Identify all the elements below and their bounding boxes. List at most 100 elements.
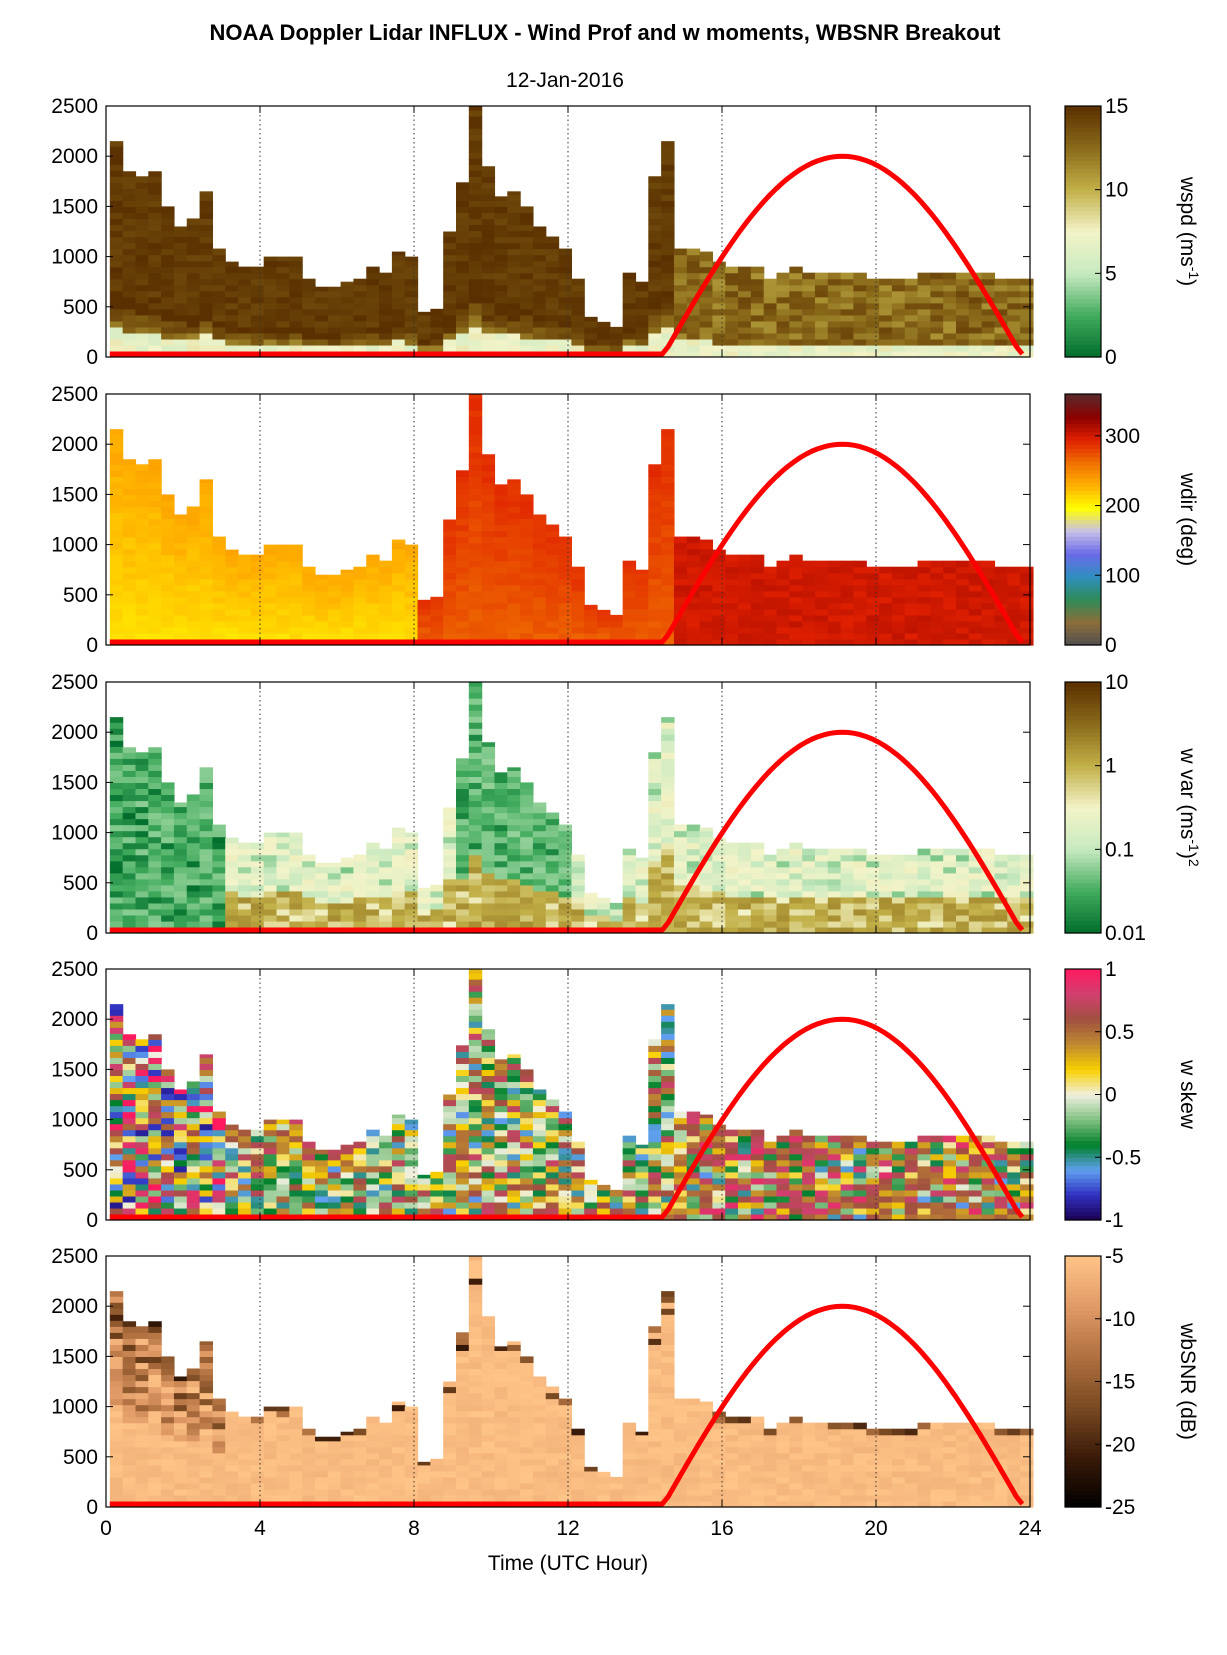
heatmap-cell: [635, 896, 649, 904]
heatmap-cell: [468, 116, 483, 123]
heatmap-cell: [930, 578, 944, 586]
heatmap-cell: [827, 320, 842, 328]
heatmap-cell: [494, 326, 508, 334]
y-tick-label: 1500: [51, 195, 98, 218]
heatmap-cell: [109, 1111, 124, 1119]
heatmap-cell: [866, 326, 880, 334]
heatmap-cell: [750, 626, 765, 634]
heatmap-cell: [866, 338, 880, 346]
heatmap-cell: [443, 854, 457, 862]
heatmap-cell: [468, 800, 483, 808]
heatmap-cell: [456, 794, 470, 802]
heatmap-cell: [532, 1201, 547, 1209]
heatmap-cell: [1020, 926, 1034, 934]
heatmap-cell: [276, 272, 290, 280]
heatmap-cell: [994, 302, 1008, 310]
heatmap-cell: [879, 332, 893, 340]
heatmap-cell: [468, 830, 483, 838]
heatmap-cell: [648, 326, 662, 334]
heatmap-cell: [122, 872, 137, 880]
heatmap-cell: [225, 920, 239, 928]
heatmap-cell: [532, 602, 547, 610]
heatmap-cell: [238, 596, 252, 604]
heatmap-cell: [661, 218, 675, 226]
heatmap-cell: [520, 1165, 534, 1173]
heatmap-cell: [443, 614, 457, 622]
heatmap-cell: [122, 1177, 137, 1185]
heatmap-cell: [289, 596, 303, 604]
heatmap-cell: [661, 284, 675, 292]
heatmap-cell: [686, 548, 701, 556]
heatmap-cell: [545, 314, 560, 322]
heatmap-cell: [712, 302, 726, 310]
heatmap-cell: [314, 862, 329, 868]
heatmap-cell: [109, 308, 124, 316]
heatmap-cell: [814, 914, 829, 922]
heatmap-cell: [1020, 296, 1034, 304]
heatmap-cell: [648, 782, 662, 790]
heatmap-cell: [686, 614, 701, 622]
heatmap-cell: [917, 614, 931, 622]
heatmap-cell: [199, 524, 214, 532]
heatmap-cell: [802, 626, 816, 634]
heatmap-cell: [366, 614, 380, 622]
colorbar-segment: [1065, 778, 1101, 783]
heatmap-cell: [494, 308, 508, 316]
heatmap-cell: [558, 632, 572, 640]
heatmap-cell: [443, 320, 457, 328]
heatmap-cell: [173, 902, 188, 910]
heatmap-cell: [648, 794, 662, 802]
heatmap-cell: [622, 614, 637, 622]
heatmap-cell: [571, 890, 585, 898]
heatmap-cell: [443, 1147, 457, 1155]
heatmap-cell: [199, 884, 214, 892]
heatmap-cell: [122, 1057, 137, 1064]
heatmap-cell: [725, 866, 739, 874]
heatmap-cell: [507, 536, 521, 544]
heatmap-cell: [507, 236, 521, 244]
heatmap-cell: [148, 890, 162, 898]
heatmap-cell: [968, 908, 983, 916]
heatmap-cell: [443, 596, 457, 604]
heatmap-cell: [853, 602, 867, 610]
heatmap-cell: [622, 890, 637, 898]
heatmap-cell: [148, 752, 162, 759]
heatmap-cell: [391, 254, 406, 262]
heatmap-cell: [135, 1093, 149, 1101]
heatmap-cell: [956, 866, 970, 874]
heatmap-cell: [481, 812, 496, 820]
heatmap-cell: [186, 1195, 201, 1203]
heatmap-cell: [122, 848, 137, 856]
heatmap-cell: [1020, 278, 1034, 286]
heatmap-cell: [314, 872, 329, 880]
heatmap-cell: [981, 638, 996, 646]
heatmap-cell: [994, 614, 1008, 622]
heatmap-cell: [507, 818, 521, 826]
heatmap-cell: [943, 584, 957, 592]
heatmap-cell: [212, 1207, 226, 1215]
heatmap-cell: [327, 320, 342, 328]
heatmap-cell: [558, 1135, 572, 1143]
heatmap-cell: [468, 110, 483, 117]
heatmap-cell: [507, 767, 521, 771]
heatmap-cell: [135, 1063, 149, 1070]
heatmap-cell: [135, 1111, 149, 1119]
heatmap-cell: [238, 1195, 252, 1203]
heatmap-cell: [789, 854, 803, 862]
heatmap-cell: [507, 1057, 521, 1064]
heatmap-cell: [738, 302, 752, 310]
heatmap-cell: [212, 290, 226, 298]
heatmap-cell: [417, 908, 431, 916]
heatmap-cell: [814, 272, 829, 280]
heatmap-cell: [712, 272, 726, 280]
heatmap-cell: [327, 290, 342, 298]
heatmap-cell: [507, 1093, 521, 1101]
heatmap-cell: [302, 1183, 316, 1191]
heatmap-cell: [173, 584, 188, 592]
heatmap-cell: [879, 326, 893, 334]
heatmap-cell: [276, 890, 290, 898]
heatmap-cell: [661, 141, 675, 147]
colorbar-segment: [1065, 891, 1101, 896]
heatmap-cell: [545, 560, 560, 568]
heatmap-cell: [853, 584, 867, 592]
